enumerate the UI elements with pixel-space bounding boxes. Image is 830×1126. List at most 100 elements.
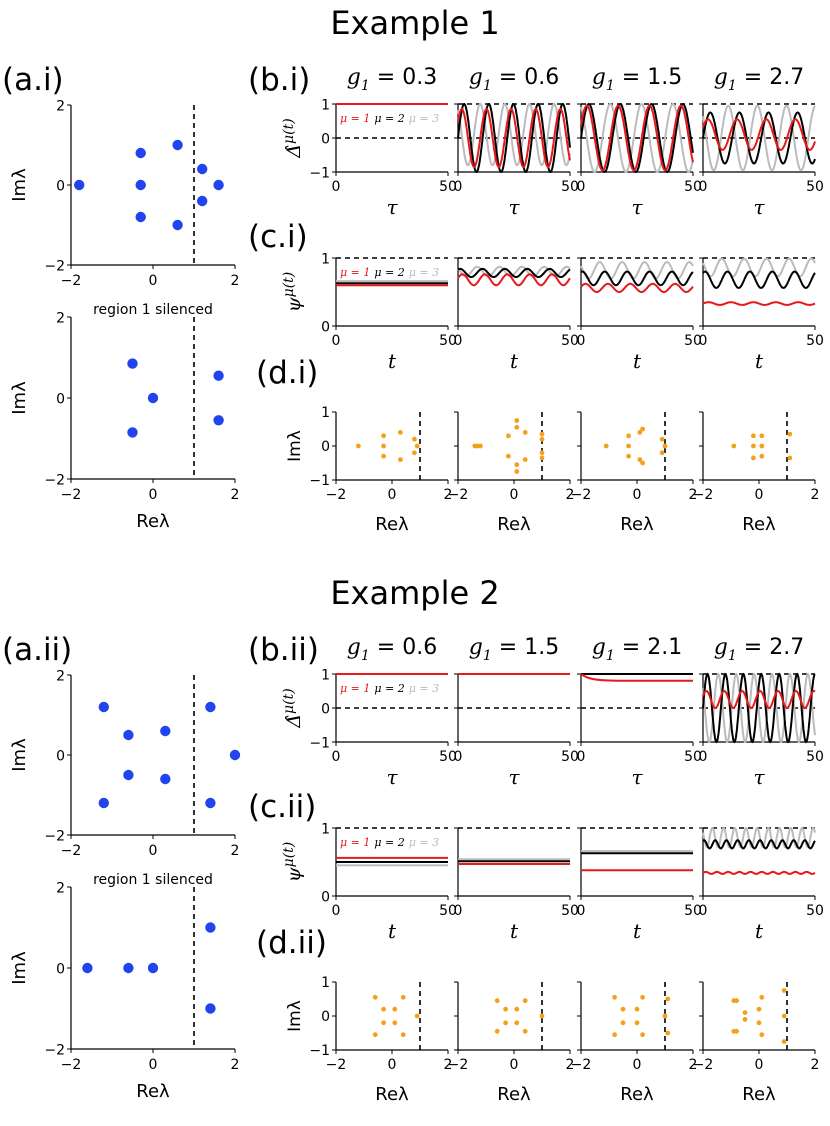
- example-title: Example 1: [330, 4, 499, 42]
- y-tick-label: −1: [309, 1043, 330, 1059]
- y-tick-label: 0: [56, 392, 65, 408]
- legend-entry: μ = 2: [374, 266, 404, 279]
- x-axis-label: t: [633, 349, 642, 373]
- eigenvalue-point: [398, 430, 403, 435]
- activity-panel: 0 50 t: [699, 826, 824, 943]
- x-axis-label: Reλ: [742, 1084, 776, 1105]
- eigenvalue-point: [626, 433, 631, 439]
- activity-panel: 0 1 0 50 t ψμ(t) μ = 1 μ = 2 μ = 3: [281, 821, 457, 943]
- eigenvalue-point: [414, 1013, 420, 1019]
- eigenvalue-point: [539, 450, 545, 456]
- eigenvalue-point: [612, 994, 617, 1000]
- y-axis-label: ψμ(t): [281, 842, 305, 883]
- eigenvalue-point: [205, 1003, 216, 1014]
- x-axis-label: Reλ: [136, 511, 170, 532]
- y-axis-label: ψμ(t): [281, 272, 305, 313]
- x-tick-label: 0: [332, 749, 341, 765]
- activity-panel: 0 50 t: [577, 257, 702, 373]
- y-axis-label: Imλ: [9, 381, 30, 415]
- x-axis-label: τ: [753, 195, 765, 219]
- y-tick-label: 0: [321, 1009, 330, 1025]
- y-tick-label: 1: [321, 821, 330, 837]
- panel-label-d: (d.i): [256, 355, 318, 391]
- activity-panel: 0 50 t: [699, 257, 824, 373]
- coupling-value: = 2.1: [615, 635, 682, 660]
- eigenvalue-point: [659, 450, 665, 456]
- math-subscript: 1: [483, 78, 492, 94]
- eigenvalue-point: [781, 1039, 787, 1044]
- order-parameter-panel: 0 50 τ: [577, 673, 702, 789]
- x-tick-label: 0: [454, 749, 463, 765]
- eigenvalue-point: [665, 996, 671, 1002]
- eigenvalue-panel: −2 0 2 −2 0 2 Imλ Reλ region 1 silenced: [9, 302, 239, 532]
- series-line: [702, 839, 816, 850]
- example-header: Example 2(a.ii) (b.ii)(c.ii)(d.ii)g1 = 0.…: [2, 574, 804, 961]
- eigenvalue-panel: −2 0 2 −2 0 2 Imλ Reλ region 1 silenced: [9, 872, 239, 1102]
- x-tick-label: −2: [61, 273, 82, 289]
- eigenvalue-point: [506, 453, 511, 459]
- coupling-value: = 1.5: [492, 635, 559, 660]
- eigenvalue-point: [412, 450, 417, 456]
- eigenvalue-point: [742, 1017, 748, 1022]
- x-tick-label: 2: [566, 487, 575, 503]
- eigenvalue-point: [787, 431, 793, 437]
- x-axis-label: Reλ: [375, 1084, 409, 1105]
- x-axis-label: τ: [508, 765, 520, 789]
- eigenvalue-point: [637, 457, 643, 462]
- series-line: [702, 689, 816, 710]
- eigenvalue-point: [381, 453, 386, 459]
- y-tick-label: 1: [321, 251, 330, 267]
- eigenvalue-point: [514, 1006, 520, 1012]
- math-base: g: [469, 65, 483, 90]
- x-tick-label: 0: [454, 179, 463, 195]
- x-axis-label: t: [633, 919, 642, 943]
- eigenvalue-point: [756, 1006, 762, 1012]
- x-tick-label: 2: [811, 487, 820, 503]
- series-line: [457, 108, 571, 168]
- x-tick-label: 0: [149, 273, 158, 289]
- x-tick-label: 50: [684, 179, 702, 195]
- legend-entry: μ = 3: [409, 682, 439, 695]
- series-line: [580, 270, 694, 287]
- eigenvalue-spectrum-panel: −1 0 1 −2 0 2 Reλ Imλ: [285, 405, 452, 535]
- eigenvalue-point: [213, 179, 224, 191]
- y-axis-label: Imλ: [9, 951, 30, 985]
- x-tick-label: 50: [806, 903, 824, 919]
- eigenvalue-point: [781, 988, 787, 993]
- x-tick-label: 0: [454, 333, 463, 349]
- coupling-header: g1 = 2.7: [714, 635, 804, 664]
- eigenvalue-point: [640, 994, 645, 1000]
- x-tick-label: −2: [448, 487, 469, 503]
- eigenvalue-point: [514, 1020, 520, 1026]
- series-line: [702, 104, 816, 172]
- legend-entry: μ = 1: [340, 112, 370, 125]
- y-tick-label: −1: [309, 473, 330, 489]
- math-superscript: μ(t): [281, 118, 297, 144]
- eigenvalue-point: [205, 701, 216, 713]
- y-tick-label: 0: [321, 319, 330, 335]
- x-axis-label: t: [755, 349, 764, 373]
- x-tick-label: 50: [439, 749, 457, 765]
- eigenvalue-point: [640, 1032, 645, 1038]
- math-base: ψ: [283, 866, 305, 882]
- coupling-value: = 0.3: [370, 65, 437, 90]
- eigenvalue-point: [135, 211, 146, 223]
- eigenvalue-point: [381, 1006, 386, 1012]
- x-tick-label: 50: [439, 179, 457, 195]
- eigenvalue-point: [640, 460, 645, 466]
- eigenvalue-spectrum-panel: −2 0 2 Reλ: [448, 411, 575, 535]
- y-tick-label: 0: [321, 131, 330, 147]
- eigenvalue-point: [514, 469, 520, 474]
- series-line: [580, 102, 694, 174]
- eigenvalue-point: [135, 147, 146, 159]
- eigenvalue-point: [626, 453, 631, 459]
- eigenvalue-point: [734, 1028, 739, 1034]
- y-tick-label: 1: [321, 405, 330, 421]
- math-superscript: μ(t): [281, 842, 297, 868]
- y-tick-label: 2: [56, 881, 65, 897]
- panel-label-b: (b.i): [248, 62, 310, 98]
- eigenvalue-point: [539, 455, 545, 461]
- x-axis-label: t: [510, 919, 519, 943]
- eigenvalue-point: [123, 729, 134, 741]
